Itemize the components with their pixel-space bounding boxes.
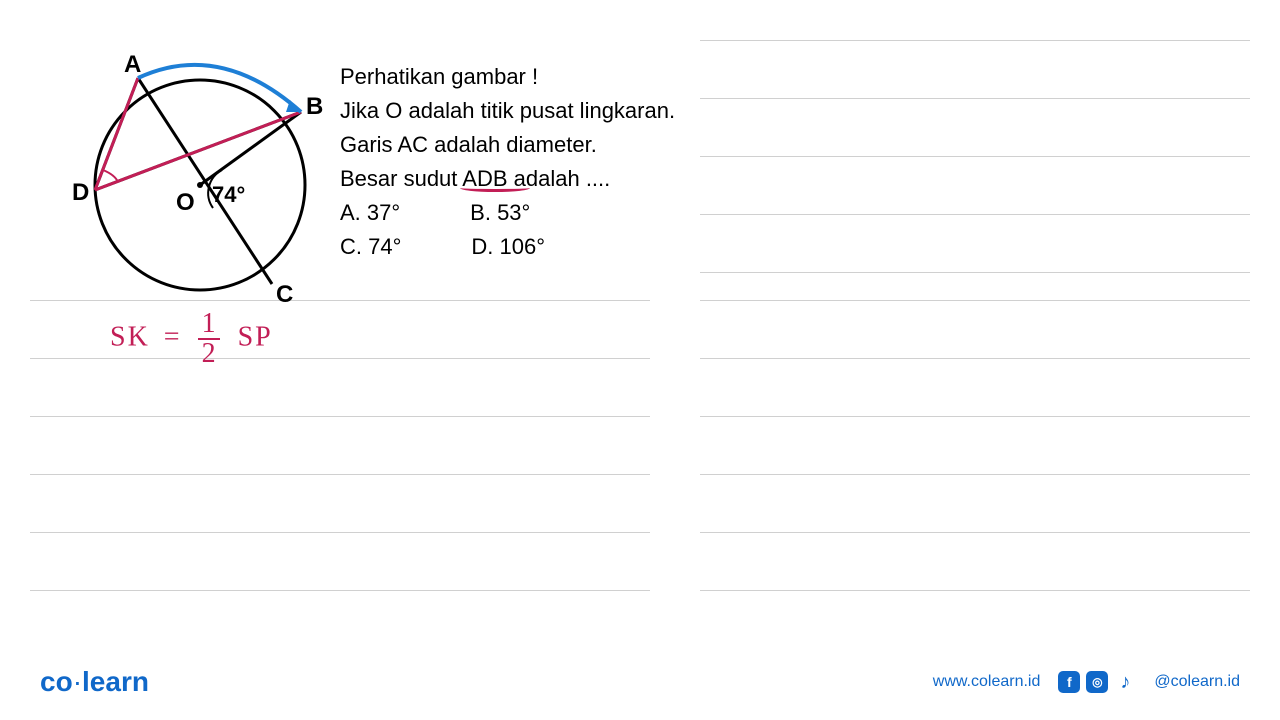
svg-text:C: C [276,281,293,308]
social-icons: f ◎ ♪ [1058,671,1136,693]
handwritten-formula: SK = 1 2 SP [110,310,273,368]
option-c: C. 74° [340,230,401,264]
question-line: Perhatikan gambar ! [340,60,675,94]
svg-text:A: A [124,51,141,78]
option-d: D. 106° [471,230,545,264]
hw-eq: = [164,321,180,352]
svg-text:D: D [72,179,89,206]
footer-handle: @colearn.id [1154,673,1240,691]
question-line: Jika O adalah titik pusat lingkaran. [340,94,675,128]
instagram-icon: ◎ [1086,671,1108,693]
hw-fraction: 1 2 [198,310,220,368]
hw-sk: SK [110,321,150,352]
footer: co·learn www.colearn.id f ◎ ♪ @colearn.i… [0,666,1280,698]
hw-sp: SP [238,321,273,352]
svg-text:O: O [176,189,195,216]
tiktok-icon: ♪ [1114,671,1136,693]
option-a: A. 37° [340,196,400,230]
brand-logo: co·learn [40,666,149,698]
angle-label: 74° [212,182,245,207]
question-text: Perhatikan gambar ! Jika O adalah titik … [340,60,675,265]
question-line: Garis AC adalah diameter. [340,128,675,162]
facebook-icon: f [1058,671,1080,693]
geometry-diagram: A B C D O 74° [40,30,320,310]
option-b: B. 53° [470,196,530,230]
svg-text:B: B [306,93,323,120]
footer-url: www.colearn.id [933,673,1041,691]
